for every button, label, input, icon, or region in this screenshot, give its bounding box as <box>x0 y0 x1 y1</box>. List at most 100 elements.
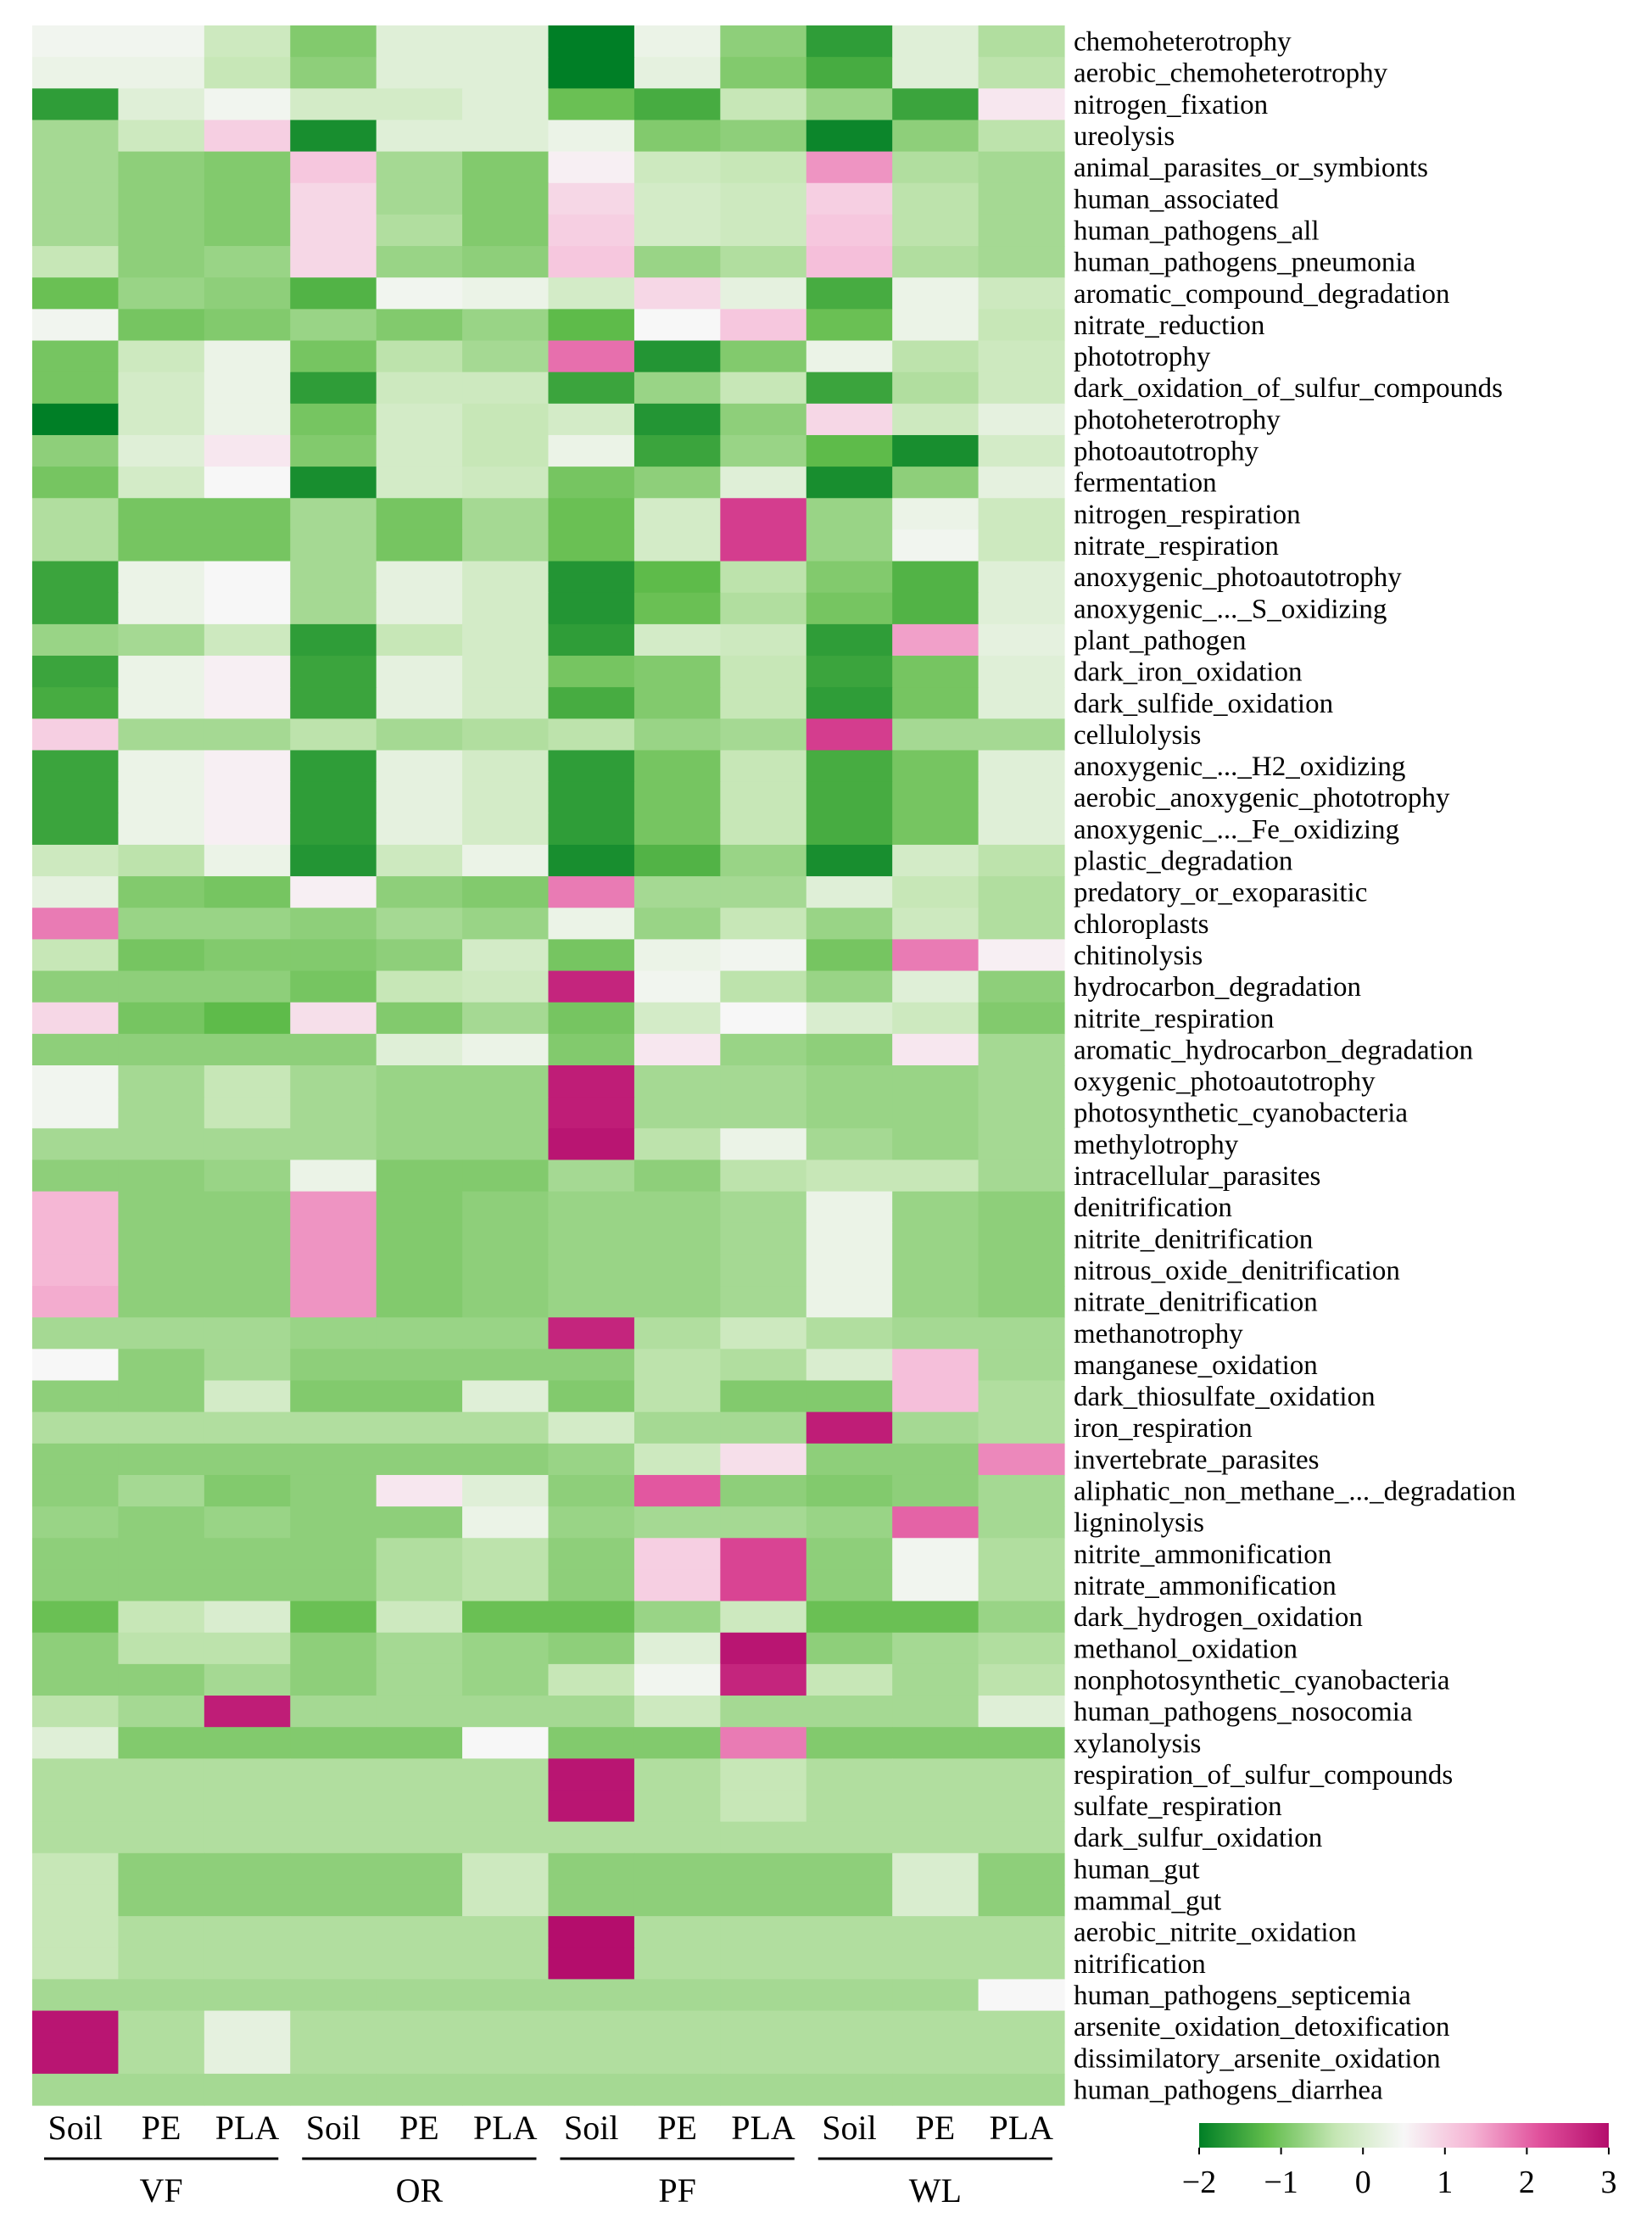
row-label: photosynthetic_cyanobacteria <box>1074 1098 1408 1129</box>
heatmap-cell <box>892 718 979 752</box>
heatmap-cell <box>32 1632 120 1665</box>
heatmap-cell <box>548 529 635 562</box>
heatmap-cell <box>462 1506 550 1539</box>
heatmap-cell <box>462 434 550 467</box>
heatmap-cell <box>633 1916 721 1948</box>
heatmap-cell <box>978 1286 1065 1318</box>
heatmap-cell <box>462 939 550 972</box>
heatmap-cell <box>462 876 550 908</box>
heatmap-cell <box>548 1159 635 1193</box>
heatmap-cell <box>462 277 550 310</box>
heatmap-cell <box>548 1443 635 1476</box>
heatmap-cell <box>376 529 463 562</box>
heatmap-cell <box>806 1254 893 1287</box>
heatmap-cell <box>32 876 120 908</box>
heatmap-cell <box>290 718 377 752</box>
heatmap-cell <box>204 1727 291 1759</box>
heatmap-cell <box>633 277 721 310</box>
heatmap-cell <box>204 1286 291 1318</box>
heatmap-cell <box>720 1317 807 1349</box>
heatmap-cell <box>806 1821 893 1854</box>
heatmap-cell <box>978 939 1065 972</box>
heatmap-cell <box>978 1097 1065 1129</box>
heatmap-cell <box>720 277 807 310</box>
heatmap-cell <box>118 529 205 562</box>
heatmap-cell <box>633 623 721 657</box>
heatmap-cell <box>376 1538 463 1571</box>
heatmap-cell <box>548 277 635 310</box>
heatmap-cell <box>806 1411 893 1444</box>
heatmap-cell <box>633 1002 721 1035</box>
heatmap-cell <box>290 687 377 719</box>
heatmap-cell <box>892 844 979 877</box>
heatmap-cell <box>204 1947 291 1980</box>
heatmap-cell <box>118 1411 205 1444</box>
heatmap-cell <box>290 309 377 342</box>
row-label: iron_respiration <box>1074 1413 1253 1444</box>
heatmap-cell <box>720 1538 807 1571</box>
heatmap-cell <box>290 1727 377 1759</box>
row-label: chemoheterotrophy <box>1074 27 1292 58</box>
heatmap-cell <box>633 1947 721 1980</box>
heatmap-cell <box>204 372 291 405</box>
heatmap-cell <box>290 1632 377 1665</box>
heatmap-cell <box>462 1159 550 1193</box>
heatmap-cell <box>32 718 120 752</box>
heatmap-cell <box>720 2010 807 2043</box>
heatmap-cell <box>978 1128 1065 1161</box>
column-label: Soil <box>564 2109 618 2147</box>
heatmap-cell <box>290 1286 377 1318</box>
heatmap-cell <box>978 2010 1065 2043</box>
heatmap-cell <box>720 1696 807 1728</box>
heatmap-cell <box>720 1159 807 1193</box>
heatmap-cell <box>290 1349 377 1382</box>
heatmap-cell <box>118 781 205 814</box>
row-label: human_pathogens_pneumonia <box>1074 248 1416 278</box>
heatmap-cell <box>376 1065 463 1098</box>
row-label: arsenite_oxidation_detoxification <box>1074 2012 1450 2042</box>
row-label: nitrous_oxide_denitrification <box>1074 1255 1400 1286</box>
heatmap-cell <box>978 1443 1065 1476</box>
heatmap-cell <box>548 2073 635 2106</box>
heatmap-cell <box>720 246 807 278</box>
heatmap-cell <box>32 151 120 184</box>
heatmap-cell <box>118 403 205 436</box>
heatmap-cell <box>720 1632 807 1665</box>
heatmap-cell <box>633 561 721 594</box>
heatmap-cell <box>720 1474 807 1507</box>
heatmap-cell <box>376 1097 463 1129</box>
heatmap-cell <box>548 182 635 215</box>
heatmap-cell <box>462 2073 550 2106</box>
heatmap-cell <box>118 1569 205 1602</box>
heatmap-cell <box>720 214 807 247</box>
heatmap-cell <box>118 1758 205 1791</box>
heatmap-cell <box>978 1191 1065 1224</box>
heatmap-cell <box>806 1128 893 1161</box>
heatmap-cell <box>118 813 205 846</box>
heatmap-cell <box>462 1349 550 1382</box>
heatmap-cell <box>633 25 721 58</box>
heatmap-cell <box>204 1758 291 1791</box>
heatmap-cell <box>376 246 463 278</box>
heatmap-cell <box>633 372 721 405</box>
column-label: PLA <box>731 2109 795 2147</box>
heatmap-cell <box>633 1286 721 1318</box>
heatmap-cell <box>806 1349 893 1382</box>
heatmap-cell <box>204 844 291 877</box>
heatmap-cell <box>462 529 550 562</box>
row-label: plant_pathogen <box>1074 625 1246 656</box>
heatmap-cell <box>204 2073 291 2106</box>
row-label: anoxygenic_..._S_oxidizing <box>1074 594 1387 624</box>
heatmap-cell <box>32 529 120 562</box>
heatmap-cell <box>720 1821 807 1854</box>
heatmap-cell <box>720 1286 807 1318</box>
column-labels: Soil PE PLA Soil PE PLA Soil PE PLA Soil PE PLA <box>47 2109 1053 2147</box>
heatmap-cell <box>633 1821 721 1854</box>
heatmap-cell <box>806 277 893 310</box>
heatmap-cell <box>376 1569 463 1602</box>
heatmap-cell <box>462 1380 550 1413</box>
heatmap-cell <box>720 182 807 215</box>
heatmap-cell <box>633 151 721 184</box>
heatmap-cell <box>978 1852 1065 1886</box>
heatmap-cell <box>204 467 291 499</box>
